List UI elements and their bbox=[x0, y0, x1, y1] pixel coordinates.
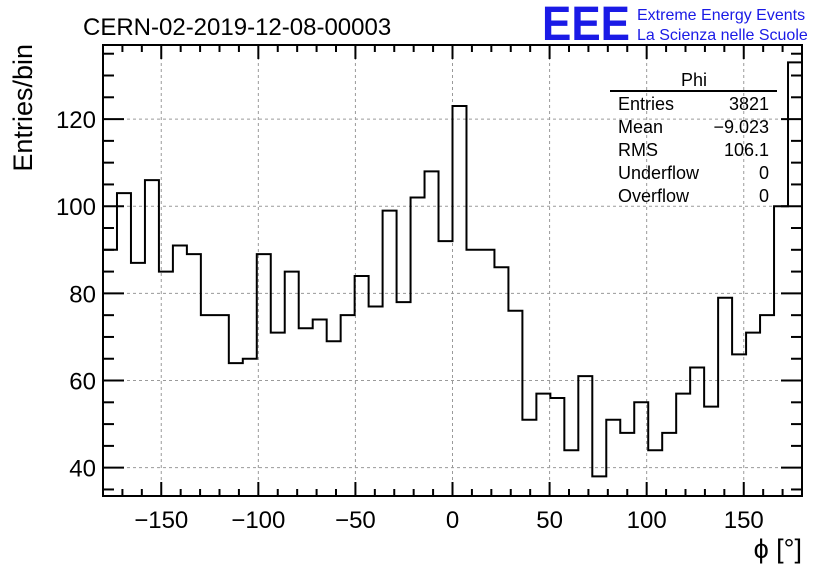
brand-line-1: Extreme Energy Events bbox=[637, 7, 805, 24]
x-tick-label: 150 bbox=[724, 507, 764, 534]
y-axis-label: Entries/bin bbox=[8, 44, 38, 172]
chart-title: CERN-02-2019-12-08-00003 bbox=[83, 14, 391, 41]
y-tick-label: 100 bbox=[56, 194, 96, 221]
x-tick-labels: −150 −100 −50 0 50 100 150 bbox=[134, 507, 764, 534]
y-tick-label: 120 bbox=[56, 107, 96, 134]
y-tick-label: 60 bbox=[69, 369, 96, 396]
x-tick-label: −100 bbox=[231, 507, 285, 534]
stats-label: RMS bbox=[618, 140, 658, 160]
y-tick-labels: 40 60 80 100 120 bbox=[56, 107, 96, 483]
stats-value: 3821 bbox=[729, 94, 769, 114]
x-tick-label: 50 bbox=[536, 507, 563, 534]
stats-box: Phi Entries 3821 Mean −9.023 RMS 106.1 Underfl… bbox=[610, 70, 777, 206]
brand-line-2: La Scienza nelle Scuole bbox=[637, 27, 808, 44]
y-tick-label: 80 bbox=[69, 281, 96, 308]
stats-value: −9.023 bbox=[713, 117, 769, 137]
stats-title: Phi bbox=[681, 70, 707, 90]
stats-rows: Entries 3821 Mean −9.023 RMS 106.1 Underflow 0 O… bbox=[618, 94, 769, 206]
stats-label: Underflow bbox=[618, 163, 700, 183]
x-tick-label: −150 bbox=[134, 507, 188, 534]
x-tick-label: 100 bbox=[627, 507, 667, 534]
x-tick-label: −50 bbox=[335, 507, 376, 534]
axis-ticks bbox=[103, 45, 802, 496]
stats-value: 0 bbox=[759, 186, 769, 206]
y-tick-label: 40 bbox=[69, 456, 96, 483]
stats-label: Mean bbox=[618, 117, 663, 137]
stats-value: 106.1 bbox=[724, 140, 769, 160]
stats-label: Overflow bbox=[618, 186, 690, 206]
histogram-line bbox=[103, 61, 802, 478]
stats-value: 0 bbox=[759, 163, 769, 183]
x-axis-label: ϕ [°] bbox=[754, 534, 802, 564]
stats-label: Entries bbox=[618, 94, 674, 114]
x-tick-label: 0 bbox=[446, 507, 459, 534]
eee-logo: EEE bbox=[542, 0, 630, 51]
